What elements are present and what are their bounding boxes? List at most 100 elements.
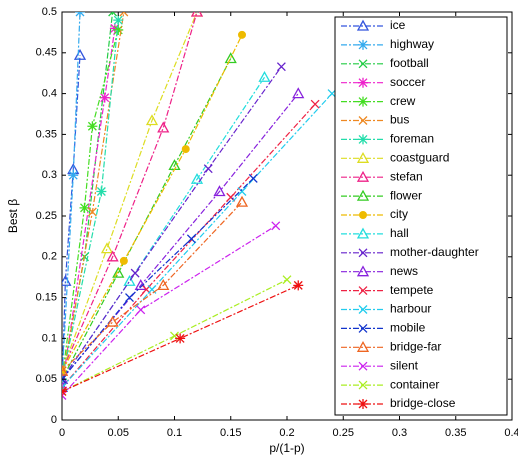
y-tick-label: 0.45 bbox=[36, 47, 57, 59]
marker bbox=[226, 192, 236, 202]
series-lines bbox=[62, 12, 337, 400]
legend-label: bridge-close bbox=[390, 396, 456, 410]
marker bbox=[109, 23, 120, 34]
legend-marker bbox=[356, 170, 370, 182]
x-tick-label: 0.05 bbox=[108, 427, 129, 439]
y-tick-label: 0.35 bbox=[36, 128, 57, 140]
series-line bbox=[62, 93, 333, 388]
marker bbox=[106, 315, 119, 327]
marker bbox=[119, 256, 128, 265]
series-line bbox=[62, 34, 243, 372]
marker bbox=[79, 202, 90, 213]
series-line bbox=[62, 76, 266, 380]
legend-label: stefan bbox=[390, 169, 423, 183]
series-line bbox=[62, 178, 254, 380]
marker bbox=[62, 364, 69, 376]
marker bbox=[100, 242, 114, 254]
marker bbox=[190, 12, 204, 17]
marker bbox=[181, 145, 190, 154]
marker bbox=[62, 391, 67, 400]
legend-label: news bbox=[390, 264, 418, 278]
legend-label: flower bbox=[390, 188, 422, 202]
series-line bbox=[62, 201, 243, 372]
x-tick-label: 0 bbox=[59, 427, 65, 439]
legend-label: football bbox=[390, 56, 429, 70]
series-line bbox=[62, 12, 198, 372]
marker bbox=[108, 12, 118, 17]
y-tick-label: 0.15 bbox=[36, 292, 57, 304]
legend-label: highway bbox=[390, 37, 434, 51]
series-line bbox=[62, 29, 119, 380]
marker bbox=[99, 92, 110, 103]
legend-marker bbox=[356, 151, 370, 163]
marker bbox=[190, 172, 204, 184]
legend-label: tempete bbox=[390, 283, 434, 297]
marker bbox=[73, 48, 87, 60]
marker bbox=[130, 268, 140, 278]
legend-label: silent bbox=[390, 358, 419, 372]
legend-label: container bbox=[390, 377, 439, 391]
legend-marker bbox=[358, 361, 368, 371]
marker bbox=[87, 121, 98, 132]
legend-label: ice bbox=[390, 18, 406, 32]
y-tick-label: 0.5 bbox=[42, 6, 57, 18]
legend-label: city bbox=[390, 207, 408, 221]
x-tick-label: 0.4 bbox=[504, 427, 518, 439]
marker bbox=[62, 386, 67, 397]
y-axis-label: Best β bbox=[6, 199, 20, 233]
y-tick-label: 0.05 bbox=[36, 373, 57, 385]
y-tick-label: 0.4 bbox=[42, 88, 57, 100]
legend-marker bbox=[358, 96, 368, 107]
legend-label: bridge-far bbox=[390, 339, 441, 353]
marker bbox=[113, 24, 124, 35]
marker bbox=[106, 250, 119, 262]
legend-marker bbox=[358, 380, 368, 390]
marker bbox=[248, 174, 258, 183]
legend-label: soccer bbox=[390, 75, 425, 89]
legend-marker bbox=[359, 211, 367, 219]
legend-marker bbox=[358, 305, 368, 314]
legend-marker bbox=[358, 116, 368, 125]
legend-marker bbox=[358, 323, 368, 333]
legend-marker bbox=[358, 59, 368, 69]
marker bbox=[112, 266, 125, 278]
legend-marker bbox=[356, 189, 370, 201]
marker bbox=[271, 221, 281, 231]
x-tick-label: 0.15 bbox=[220, 427, 241, 439]
x-tick-label: 0.1 bbox=[167, 427, 182, 439]
legend-marker bbox=[358, 77, 368, 88]
y-tick-label: 0.1 bbox=[42, 332, 57, 344]
legend-label: mobile bbox=[390, 321, 426, 335]
legend-marker bbox=[358, 39, 368, 50]
legend-marker bbox=[358, 286, 368, 296]
marker bbox=[186, 234, 196, 244]
series-line bbox=[62, 66, 282, 380]
marker bbox=[136, 305, 146, 315]
x-axis-label: p/(1-p) bbox=[269, 441, 304, 455]
marker bbox=[87, 207, 97, 217]
marker bbox=[258, 70, 271, 82]
marker bbox=[75, 12, 85, 17]
marker bbox=[125, 293, 134, 303]
marker bbox=[203, 164, 213, 174]
marker bbox=[292, 87, 305, 99]
marker bbox=[68, 170, 79, 181]
marker bbox=[145, 114, 159, 126]
marker bbox=[62, 374, 67, 384]
x-tick-label: 0.2 bbox=[279, 427, 294, 439]
marker bbox=[96, 186, 107, 197]
marker bbox=[113, 15, 124, 26]
legend-marker bbox=[356, 340, 370, 352]
marker bbox=[282, 275, 292, 285]
series-line bbox=[62, 55, 81, 388]
marker bbox=[235, 195, 249, 207]
legend-marker bbox=[356, 265, 370, 277]
series-line bbox=[62, 20, 119, 380]
y-tick-label: 0 bbox=[51, 414, 57, 426]
marker bbox=[310, 99, 320, 109]
legend-marker bbox=[356, 227, 370, 239]
legend-marker bbox=[358, 134, 368, 145]
marker bbox=[238, 30, 246, 39]
legend-marker bbox=[356, 19, 370, 31]
